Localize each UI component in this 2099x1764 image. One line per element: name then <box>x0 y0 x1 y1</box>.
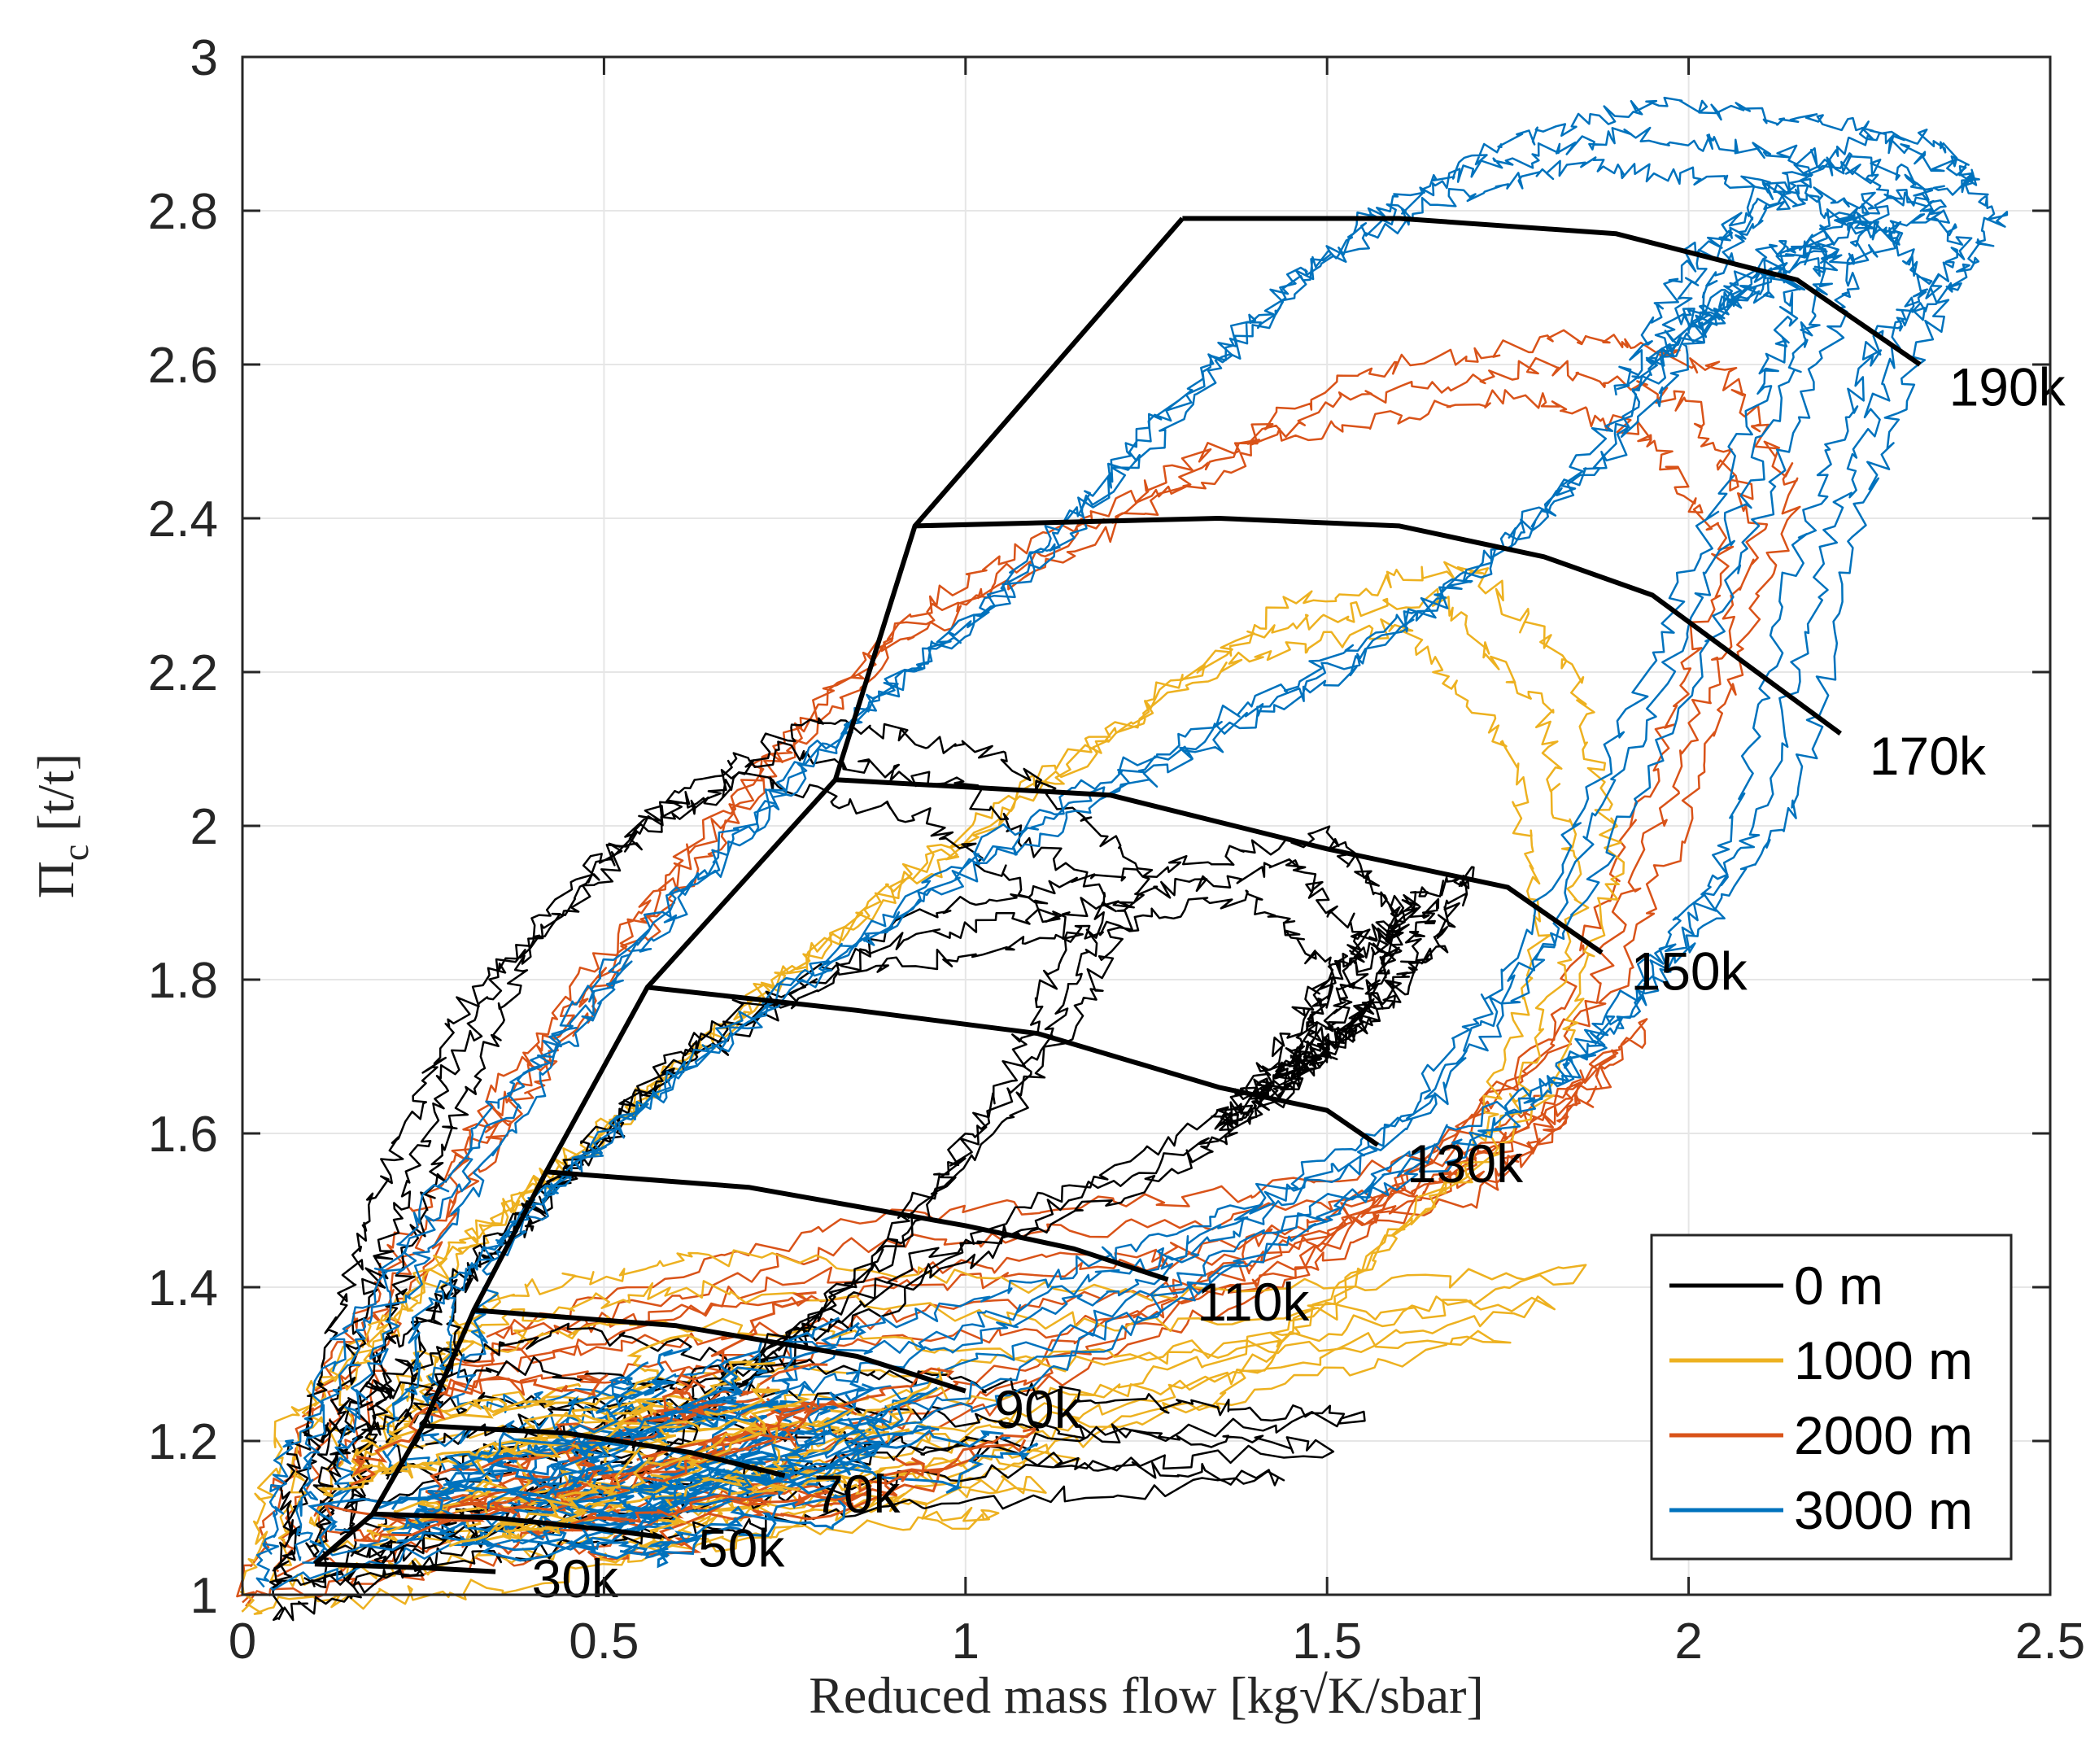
speed-line-90k <box>473 1308 967 1394</box>
legend-label-1000m: 1000 m <box>1794 1330 1973 1391</box>
cluster-trace-50 <box>565 1494 852 1569</box>
y-tick-label-7: 2.4 <box>148 491 218 548</box>
y-axis-label-unit: [t/t] <box>27 753 85 832</box>
trace-2000m-0-2 <box>313 329 1801 1548</box>
speed-line-150k <box>835 777 1604 955</box>
speed-line-70k <box>423 1423 786 1478</box>
cluster-trace-27 <box>378 1396 737 1509</box>
speed-label-30k: 30k <box>532 1548 619 1609</box>
cluster-trace-23 <box>443 1347 691 1495</box>
trace-0m-2-0 <box>268 1391 1285 1592</box>
trace-0m-1-2 <box>414 825 1405 1450</box>
speed-label-90k: 90k <box>994 1379 1081 1439</box>
cluster-trace-26 <box>517 1395 831 1509</box>
trace-0m-1-0 <box>343 889 1337 1512</box>
speed-line-50k <box>372 1511 662 1540</box>
speed-label-190k: 190k <box>1949 356 2066 417</box>
cluster-trace-55 <box>590 1494 846 1560</box>
y-tick-label-0: 1 <box>190 1568 218 1624</box>
cluster-trace-38 <box>459 1473 841 1552</box>
trace-0m-0-0 <box>270 771 1084 1622</box>
y-axis-label-subscript: c <box>55 845 96 861</box>
trace-0m-3-0 <box>1211 923 1410 1130</box>
trace-3000m-1-1 <box>417 242 1839 1447</box>
speed-line-130k <box>647 985 1380 1147</box>
legend-label-2000m: 2000 m <box>1794 1405 1973 1465</box>
legend: 0 m 1000 m 2000 m 3000 m <box>1650 1233 2013 1561</box>
y-axis-label-symbol: Π <box>27 861 85 898</box>
dense-cluster <box>307 1291 1039 1569</box>
trace-3000m-0-1 <box>295 126 1973 1564</box>
y-tick-label-2: 1.4 <box>148 1260 218 1316</box>
cluster-trace-52 <box>448 1426 762 1548</box>
cluster-trace-21 <box>444 1363 828 1517</box>
cluster-trace-40 <box>596 1421 805 1564</box>
trace-0m-1-1 <box>381 858 1371 1480</box>
series-3000m <box>255 96 2009 1592</box>
speed-line-190k <box>1182 216 1922 367</box>
trace-0m-2-1 <box>305 1356 1335 1558</box>
axis-ticks: 0 0.5 1 1.5 2 2.5 1 1.2 1.4 1.6 1.8 2 2.2 2.4 2.6 2.8 3 <box>148 30 2085 1670</box>
cluster-trace-31 <box>443 1404 766 1473</box>
x-tick-label-4: 2 <box>1674 1613 1702 1670</box>
x-axis-label: Reduced mass flow [kg√K/sbar] <box>809 1666 1484 1724</box>
cluster-trace-24 <box>418 1360 776 1509</box>
series-0m <box>268 717 1475 1622</box>
cluster-trace-58 <box>391 1366 768 1510</box>
speed-label-50k: 50k <box>698 1517 785 1578</box>
trace-1000m-2-0 <box>630 1487 1000 1552</box>
svg-text:Πc [t/t]: Πc [t/t] <box>27 753 96 899</box>
y-tick-label-9: 2.8 <box>148 184 218 240</box>
y-tick-label-6: 2.2 <box>148 645 218 701</box>
legend-label-3000m: 3000 m <box>1794 1480 1973 1540</box>
speed-label-70k: 70k <box>814 1464 901 1524</box>
y-tick-label-1: 1.2 <box>148 1414 218 1470</box>
cluster-trace-57 <box>545 1456 925 1529</box>
cluster-trace-46 <box>538 1414 768 1482</box>
x-tick-label-2: 1 <box>952 1613 980 1670</box>
x-tick-label-5: 2.5 <box>2015 1613 2085 1670</box>
y-tick-label-5: 2 <box>190 799 218 855</box>
speed-label-170k: 170k <box>1870 726 1987 786</box>
cluster-trace-54 <box>487 1426 932 1509</box>
cluster-trace-7 <box>555 1417 882 1524</box>
surge-line <box>312 216 1185 1566</box>
trace-3000m-2-1 <box>1645 156 1947 365</box>
x-tick-label-1: 0.5 <box>569 1613 639 1670</box>
y-tick-label-4: 1.8 <box>148 953 218 1009</box>
trace-3000m-1-0 <box>379 276 1806 1482</box>
speed-line-110k <box>546 1169 1169 1282</box>
x-tick-label-0: 0 <box>229 1613 256 1670</box>
speed-line-170k <box>914 516 1842 736</box>
y-tick-label-8: 2.6 <box>148 338 218 394</box>
cluster-trace-59 <box>417 1379 676 1515</box>
cluster-trace-44 <box>393 1382 780 1513</box>
x-tick-label-3: 1.5 <box>1292 1613 1362 1670</box>
speed-label-130k: 130k <box>1407 1133 1524 1194</box>
y-tick-label-3: 1.6 <box>148 1107 218 1163</box>
trace-0m-3-2 <box>1287 866 1475 1069</box>
trace-1000m-0-0 <box>239 618 1553 1615</box>
trace-0m-0-2 <box>343 717 1154 1565</box>
speed-label-150k: 150k <box>1630 941 1748 1002</box>
cluster-trace-45 <box>457 1399 819 1508</box>
y-tick-label-10: 3 <box>190 30 218 86</box>
speed-line-30k <box>314 1561 496 1574</box>
legend-box <box>1650 1233 2013 1561</box>
trace-3000m-2-2 <box>1682 127 1978 334</box>
trace-1000m-1-1 <box>382 1280 1556 1450</box>
y-axis-label: Πc [t/t] <box>27 753 96 899</box>
trace-3000m-0-2 <box>327 96 2009 1532</box>
cluster-trace-42 <box>486 1429 866 1535</box>
legend-label-0m: 0 m <box>1794 1255 1883 1316</box>
speed-label-110k: 110k <box>1197 1272 1310 1332</box>
cluster-trace-49 <box>354 1405 814 1543</box>
